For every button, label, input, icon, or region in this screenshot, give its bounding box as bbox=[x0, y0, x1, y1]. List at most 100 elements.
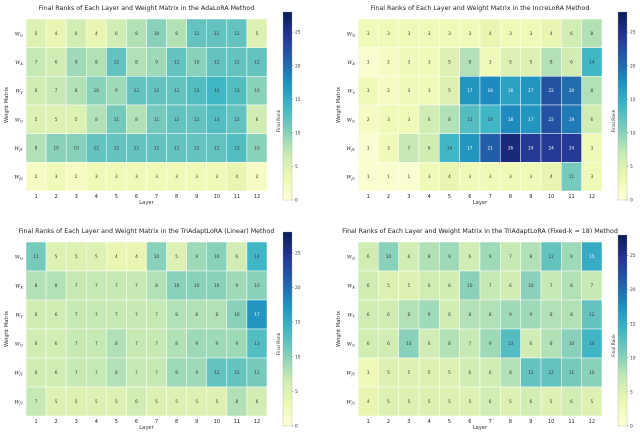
cell-value-label: 4 bbox=[135, 254, 138, 259]
x-tick-label: 4 bbox=[428, 419, 431, 425]
cell-value-label: 5 bbox=[175, 399, 178, 404]
cell-value-label: 12 bbox=[214, 31, 220, 36]
cell-value-label: 7 bbox=[155, 341, 158, 346]
cell-value-label: 17 bbox=[467, 88, 473, 93]
cell-value-label: 9 bbox=[236, 341, 239, 346]
x-tick-label: 2 bbox=[55, 419, 58, 425]
cell-value-label: 12 bbox=[234, 117, 240, 122]
y-tick-label: WQ bbox=[15, 31, 23, 37]
x-tick-label: 6 bbox=[135, 194, 138, 200]
x-tick-label: 3 bbox=[75, 194, 78, 200]
cell-value-label: 7 bbox=[95, 283, 98, 288]
cell-value-label: 13 bbox=[194, 88, 200, 93]
cell-value-label: 24 bbox=[528, 146, 534, 151]
cell-value-label: 17 bbox=[467, 146, 473, 151]
cell-value-label: 8 bbox=[448, 117, 451, 122]
y-tick-label: Wf1 bbox=[346, 371, 355, 377]
cell-value-label: 5 bbox=[468, 399, 471, 404]
cell-value-label: 12 bbox=[114, 146, 120, 151]
cell-value-label: 8 bbox=[115, 341, 118, 346]
x-tick-label: 10 bbox=[214, 419, 220, 425]
x-axis-label: Layer bbox=[473, 200, 488, 206]
cell-value-label: 8 bbox=[135, 117, 138, 122]
cell-value-label: 3 bbox=[529, 174, 532, 179]
colorbar bbox=[617, 234, 628, 427]
cell-value-label: 8 bbox=[115, 370, 118, 375]
x-tick-label: 11 bbox=[234, 194, 240, 200]
colorbar-tick-label: 0 bbox=[630, 198, 633, 204]
cell-value-label: 12 bbox=[94, 146, 100, 151]
cell-value-label: 3 bbox=[367, 31, 370, 36]
cell-value-label: 8 bbox=[407, 312, 410, 317]
cell-value-label: 9 bbox=[570, 254, 573, 259]
cell-value-label: 5 bbox=[215, 399, 218, 404]
colorbar-tick-label: 5 bbox=[295, 389, 298, 395]
cell-value-label: 5 bbox=[195, 399, 198, 404]
cell-value-label: 12 bbox=[214, 370, 220, 375]
cell-value-label: 3 bbox=[55, 174, 58, 179]
cell-value-label: 20 bbox=[569, 88, 575, 93]
y-tick-label: WV bbox=[347, 89, 355, 95]
cell-value-label: 5 bbox=[407, 399, 410, 404]
cell-value-label: 5 bbox=[95, 254, 98, 259]
cell-value-label: 16 bbox=[508, 88, 514, 93]
cell-value-label: 8 bbox=[590, 88, 593, 93]
cell-value-label: 12 bbox=[174, 146, 180, 151]
cell-value-label: 12 bbox=[548, 370, 554, 375]
x-tick-label: 11 bbox=[568, 419, 574, 425]
cell-value-label: 7 bbox=[550, 283, 553, 288]
cell-value-label: 10 bbox=[589, 370, 595, 375]
cell-value-label: 7 bbox=[509, 254, 512, 259]
cell-value-label: 1 bbox=[367, 146, 370, 151]
cell-value-label: 7 bbox=[95, 370, 98, 375]
cell-value-label: 5 bbox=[428, 399, 431, 404]
colorbar-label: Final Rank bbox=[276, 109, 282, 132]
cell-value-label: 6 bbox=[35, 88, 38, 93]
y-tick-label: WK bbox=[347, 60, 355, 66]
cell-value-label: 6 bbox=[35, 312, 38, 317]
cell-value-label: 6 bbox=[489, 399, 492, 404]
cell-value-label: 7 bbox=[75, 370, 78, 375]
y-axis-label: Weight Matrix bbox=[4, 87, 10, 123]
x-tick-label: 3 bbox=[407, 194, 410, 200]
cell-value-label: 5 bbox=[75, 399, 78, 404]
colorbar-tick-label: 5 bbox=[295, 164, 298, 170]
x-tick-label: 11 bbox=[234, 419, 240, 425]
cell-value-label: 4 bbox=[448, 174, 451, 179]
y-tick-label: WQ bbox=[347, 255, 355, 261]
cell-value-label: 8 bbox=[550, 341, 553, 346]
chart-title: Final Ranks of Each Layer and Weight Mat… bbox=[39, 5, 255, 12]
y-axis-label: Weight Matrix bbox=[4, 311, 10, 347]
colorbar-tick-label: 20 bbox=[295, 285, 301, 291]
cell-value-label: 8 bbox=[570, 312, 573, 317]
cell-value-label: 6 bbox=[468, 370, 471, 375]
x-tick-label: 8 bbox=[175, 419, 178, 425]
x-tick-label: 3 bbox=[407, 419, 410, 425]
cell-value-label: 10 bbox=[194, 60, 200, 65]
cell-value-label: 10 bbox=[569, 341, 575, 346]
heatmap-cell bbox=[246, 386, 268, 417]
x-tick-label: 1 bbox=[367, 194, 370, 200]
cell-value-label: 7 bbox=[75, 312, 78, 317]
x-tick-label: 8 bbox=[175, 194, 178, 200]
colorbar-tick-label: 25 bbox=[630, 253, 636, 259]
x-tick-label: 7 bbox=[155, 419, 158, 425]
x-tick-label: 9 bbox=[195, 419, 198, 425]
cell-value-label: 18 bbox=[487, 88, 493, 93]
cell-value-label: 7 bbox=[55, 88, 58, 93]
cell-value-label: 10 bbox=[386, 254, 392, 259]
cell-value-label: 13 bbox=[214, 117, 220, 122]
x-tick-label: 10 bbox=[214, 194, 220, 200]
cell-value-label: 4 bbox=[55, 31, 58, 36]
heatmap-cell bbox=[246, 162, 268, 192]
cell-value-label: 12 bbox=[174, 60, 180, 65]
cell-value-label: 6 bbox=[590, 117, 593, 122]
cell-value-label: 2 bbox=[35, 174, 38, 179]
x-tick-label: 9 bbox=[195, 194, 198, 200]
cell-value-label: 12 bbox=[234, 31, 240, 36]
cell-value-label: 3 bbox=[428, 174, 431, 179]
cell-value-label: 8 bbox=[135, 31, 138, 36]
y-tick-label: WO bbox=[347, 117, 355, 123]
cell-value-label: 10 bbox=[254, 146, 260, 151]
cell-value-label: 12 bbox=[194, 31, 200, 36]
